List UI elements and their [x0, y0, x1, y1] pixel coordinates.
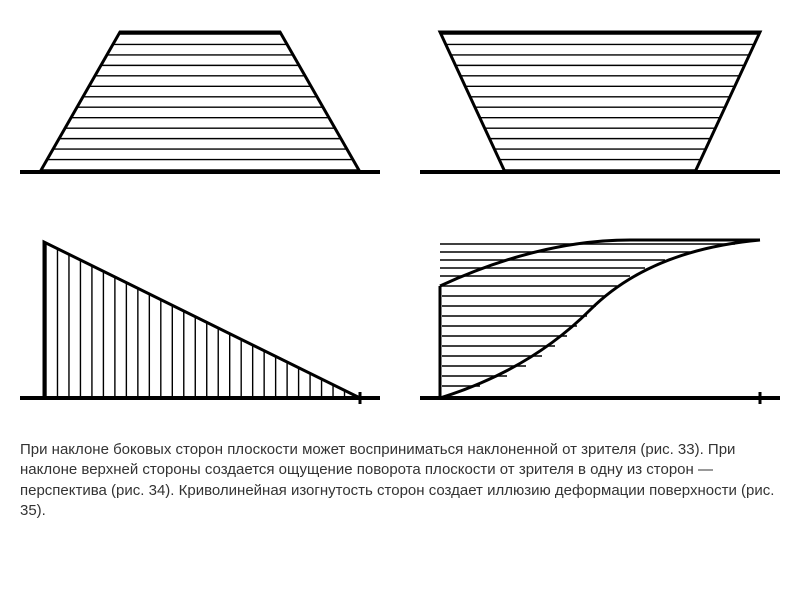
figure-triangle [20, 230, 380, 410]
inverted-trapezoid-svg [420, 20, 780, 180]
figure-grid [20, 20, 780, 410]
wave-svg [420, 230, 780, 410]
caption-text: При наклоне боковых сторон плоскости мож… [20, 440, 780, 521]
triangle-svg [20, 230, 380, 410]
figure-trapezoid [20, 20, 380, 200]
figure-inverted-trapezoid [420, 20, 780, 200]
figure-wave [420, 230, 780, 410]
trapezoid-svg [20, 20, 380, 180]
